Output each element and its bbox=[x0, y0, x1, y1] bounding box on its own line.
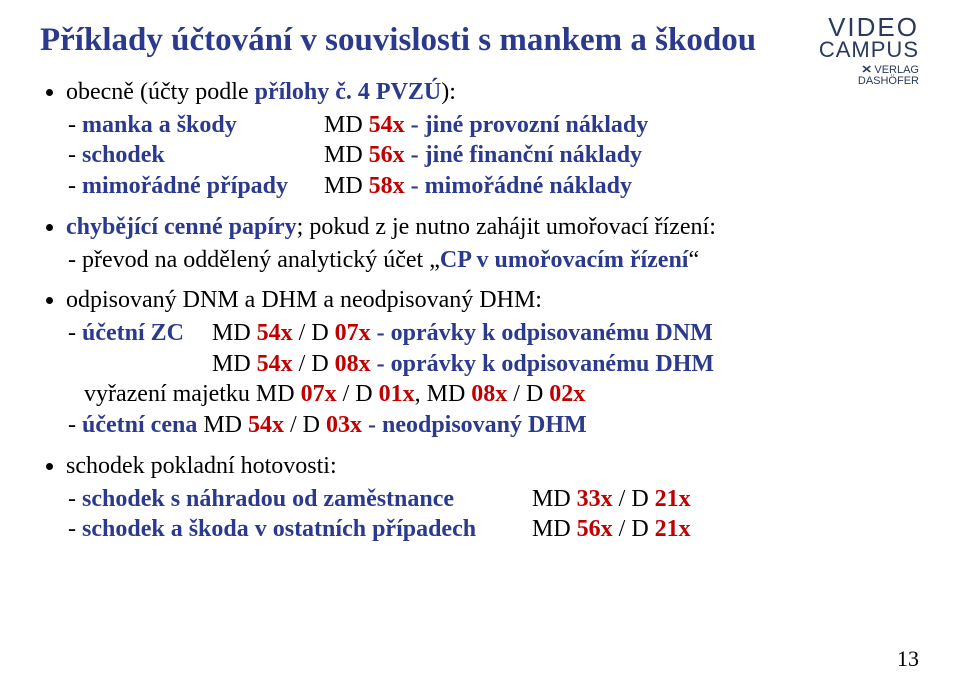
b3-r3-pre: vyřazení majetku MD bbox=[84, 381, 301, 407]
logo-video-bottom: CAMPUS bbox=[819, 40, 919, 61]
logo-videocampus: VIDEO CAMPUS bbox=[819, 15, 919, 61]
logo-verlag-l1: VERLAG bbox=[874, 64, 919, 76]
b4-r1-c2: 21x bbox=[655, 486, 691, 512]
b2-r1-blue: CP v umořovacím řízení bbox=[440, 247, 689, 273]
b3-row3: vyřazení majetku MD 07x / D 01x, MD 08x … bbox=[84, 379, 919, 410]
b1-lead-blue: přílohy č. 4 PVZÚ bbox=[255, 79, 442, 105]
b3-r1-c1: 54x bbox=[257, 320, 293, 346]
b1-row3: - mimořádné případy MD 58x - mimořádné n… bbox=[68, 171, 919, 202]
b3-sub: - účetní ZC MD 54x / D 07x - oprávky k o… bbox=[68, 318, 919, 441]
b1-r2-code: 56x bbox=[369, 142, 405, 168]
b3-r2-mid: / D bbox=[293, 351, 335, 377]
b3-r3-c4: 02x bbox=[549, 381, 585, 407]
b3-r4-md: MD bbox=[197, 412, 248, 438]
slide-title: Příklady účtování v souvislosti s mankem… bbox=[40, 22, 919, 59]
b4-r1-c1: 33x bbox=[577, 486, 613, 512]
logo-verlag: ✕ VERLAG DASHÖFER bbox=[819, 65, 919, 88]
b3-r3-sep: , MD bbox=[415, 381, 472, 407]
b3-r2-c2: 08x bbox=[335, 351, 371, 377]
dash-icon: - bbox=[68, 514, 82, 545]
b2-lead-a: chybějící cenné papíry bbox=[66, 214, 297, 240]
b3-r1-c2: 07x bbox=[335, 320, 371, 346]
b1-r3-code: 58x bbox=[369, 173, 405, 199]
dash-icon: - bbox=[68, 484, 82, 515]
b3-r2-md: MD bbox=[212, 351, 257, 377]
logo-video-top: VIDEO bbox=[819, 15, 919, 40]
b3-r2-desc: - oprávky k odpisovanému DHM bbox=[371, 351, 714, 377]
dash-icon: - bbox=[68, 245, 82, 276]
b3-r4-desc: - neodpisovaný DHM bbox=[362, 412, 587, 438]
b4-r1-mid: / D bbox=[613, 486, 655, 512]
b3-r4-label: účetní cena bbox=[82, 412, 197, 438]
b3-r3-mid1: / D bbox=[337, 381, 379, 407]
logo-block: VIDEO CAMPUS ✕ VERLAG DASHÖFER bbox=[819, 15, 919, 88]
b1-sub: - manka a škody MD 54x - jiné provozní n… bbox=[68, 110, 919, 202]
bullet-4: schodek pokladní hotovosti: - schodek s … bbox=[66, 451, 919, 545]
b4-r1-label: schodek s náhradou od zaměstnance bbox=[82, 486, 454, 512]
b4-r2-c2: 21x bbox=[655, 516, 691, 542]
b3-row1: - účetní ZC MD 54x / D 07x - oprávky k o… bbox=[68, 318, 919, 349]
b4-lead: schodek pokladní hotovosti: bbox=[66, 453, 337, 479]
b4-r2-md: MD bbox=[532, 516, 577, 542]
b3-r1-desc: - oprávky k odpisovanému DNM bbox=[371, 320, 713, 346]
b3-lead: odpisovaný DNM a DHM a neodpisovaný DHM: bbox=[66, 287, 542, 313]
b4-r2-c1: 56x bbox=[577, 516, 613, 542]
b1-row2: - schodek MD 56x - jiné finanční náklady bbox=[68, 140, 919, 171]
b1-r3-md: MD bbox=[324, 173, 369, 199]
dash-icon: - bbox=[68, 140, 82, 171]
b2-r1-post: “ bbox=[688, 247, 699, 273]
b1-lead-pre: obecně (účty podle bbox=[66, 79, 255, 105]
b3-r3-mid2: / D bbox=[507, 381, 549, 407]
b3-r3-c1: 07x bbox=[301, 381, 337, 407]
dash-icon: - bbox=[68, 110, 82, 141]
b3-row4: - účetní cena MD 54x / D 03x - neodpisov… bbox=[68, 410, 919, 441]
b1-r2-desc: - jiné finanční náklady bbox=[405, 142, 642, 168]
bullet-1: obecně (účty podle přílohy č. 4 PVZÚ): -… bbox=[66, 77, 919, 202]
b1-row1: - manka a škody MD 54x - jiné provozní n… bbox=[68, 110, 919, 141]
b3-r4-c2: 03x bbox=[326, 412, 362, 438]
b4-r2-label: schodek a škoda v ostatních případech bbox=[82, 516, 476, 542]
b4-row1: - schodek s náhradou od zaměstnance MD 3… bbox=[68, 484, 919, 515]
b3-r4-c1: 54x bbox=[248, 412, 284, 438]
b1-r1-label: manka a škody bbox=[82, 112, 237, 138]
b1-r3-desc: - mimořádné náklady bbox=[405, 173, 632, 199]
b3-r1-label: účetní ZC bbox=[82, 320, 184, 346]
b3-r4-mid: / D bbox=[284, 412, 326, 438]
b4-r1-md: MD bbox=[532, 486, 577, 512]
b2-r1-pre: převod na oddělený analytický účet „ bbox=[82, 247, 440, 273]
b2-lead-b: ; pokud z je nutno zahájit umořovací říz… bbox=[297, 214, 716, 240]
b4-row2: - schodek a škoda v ostatních případech … bbox=[68, 514, 919, 545]
b1-r2-label: schodek bbox=[82, 142, 165, 168]
b4-sub: - schodek s náhradou od zaměstnance MD 3… bbox=[68, 484, 919, 545]
b1-r1-desc: - jiné provozní náklady bbox=[405, 112, 649, 138]
dash-icon: - bbox=[68, 410, 82, 441]
dash-icon: - bbox=[68, 318, 82, 349]
b2-sub: - převod na oddělený analytický účet „CP… bbox=[68, 245, 919, 276]
b3-r1-md: MD bbox=[212, 320, 257, 346]
logo-verlag-l2: DASHÖFER bbox=[858, 75, 919, 87]
content-list: obecně (účty podle přílohy č. 4 PVZÚ): -… bbox=[40, 77, 919, 545]
b3-row2: MD 54x / D 08x - oprávky k odpisovanému … bbox=[68, 349, 919, 380]
b1-r1-code: 54x bbox=[369, 112, 405, 138]
slide: VIDEO CAMPUS ✕ VERLAG DASHÖFER Příklady … bbox=[0, 0, 959, 690]
b1-r3-label: mimořádné případy bbox=[82, 173, 288, 199]
b1-r1-md: MD bbox=[324, 112, 369, 138]
b2-row1: - převod na oddělený analytický účet „CP… bbox=[68, 245, 919, 276]
b1-r2-md: MD bbox=[324, 142, 369, 168]
page-number: 13 bbox=[897, 646, 919, 672]
b3-r1-mid: / D bbox=[293, 320, 335, 346]
dash-icon: - bbox=[68, 171, 82, 202]
b3-r3-c3: 08x bbox=[471, 381, 507, 407]
bullet-3: odpisovaný DNM a DHM a neodpisovaný DHM:… bbox=[66, 285, 919, 441]
b3-r3-c2: 01x bbox=[379, 381, 415, 407]
b4-r2-mid: / D bbox=[613, 516, 655, 542]
bullet-2: chybějící cenné papíry; pokud z je nutno… bbox=[66, 212, 919, 275]
b3-r2-c1: 54x bbox=[257, 351, 293, 377]
b1-lead-post: ): bbox=[441, 79, 456, 105]
